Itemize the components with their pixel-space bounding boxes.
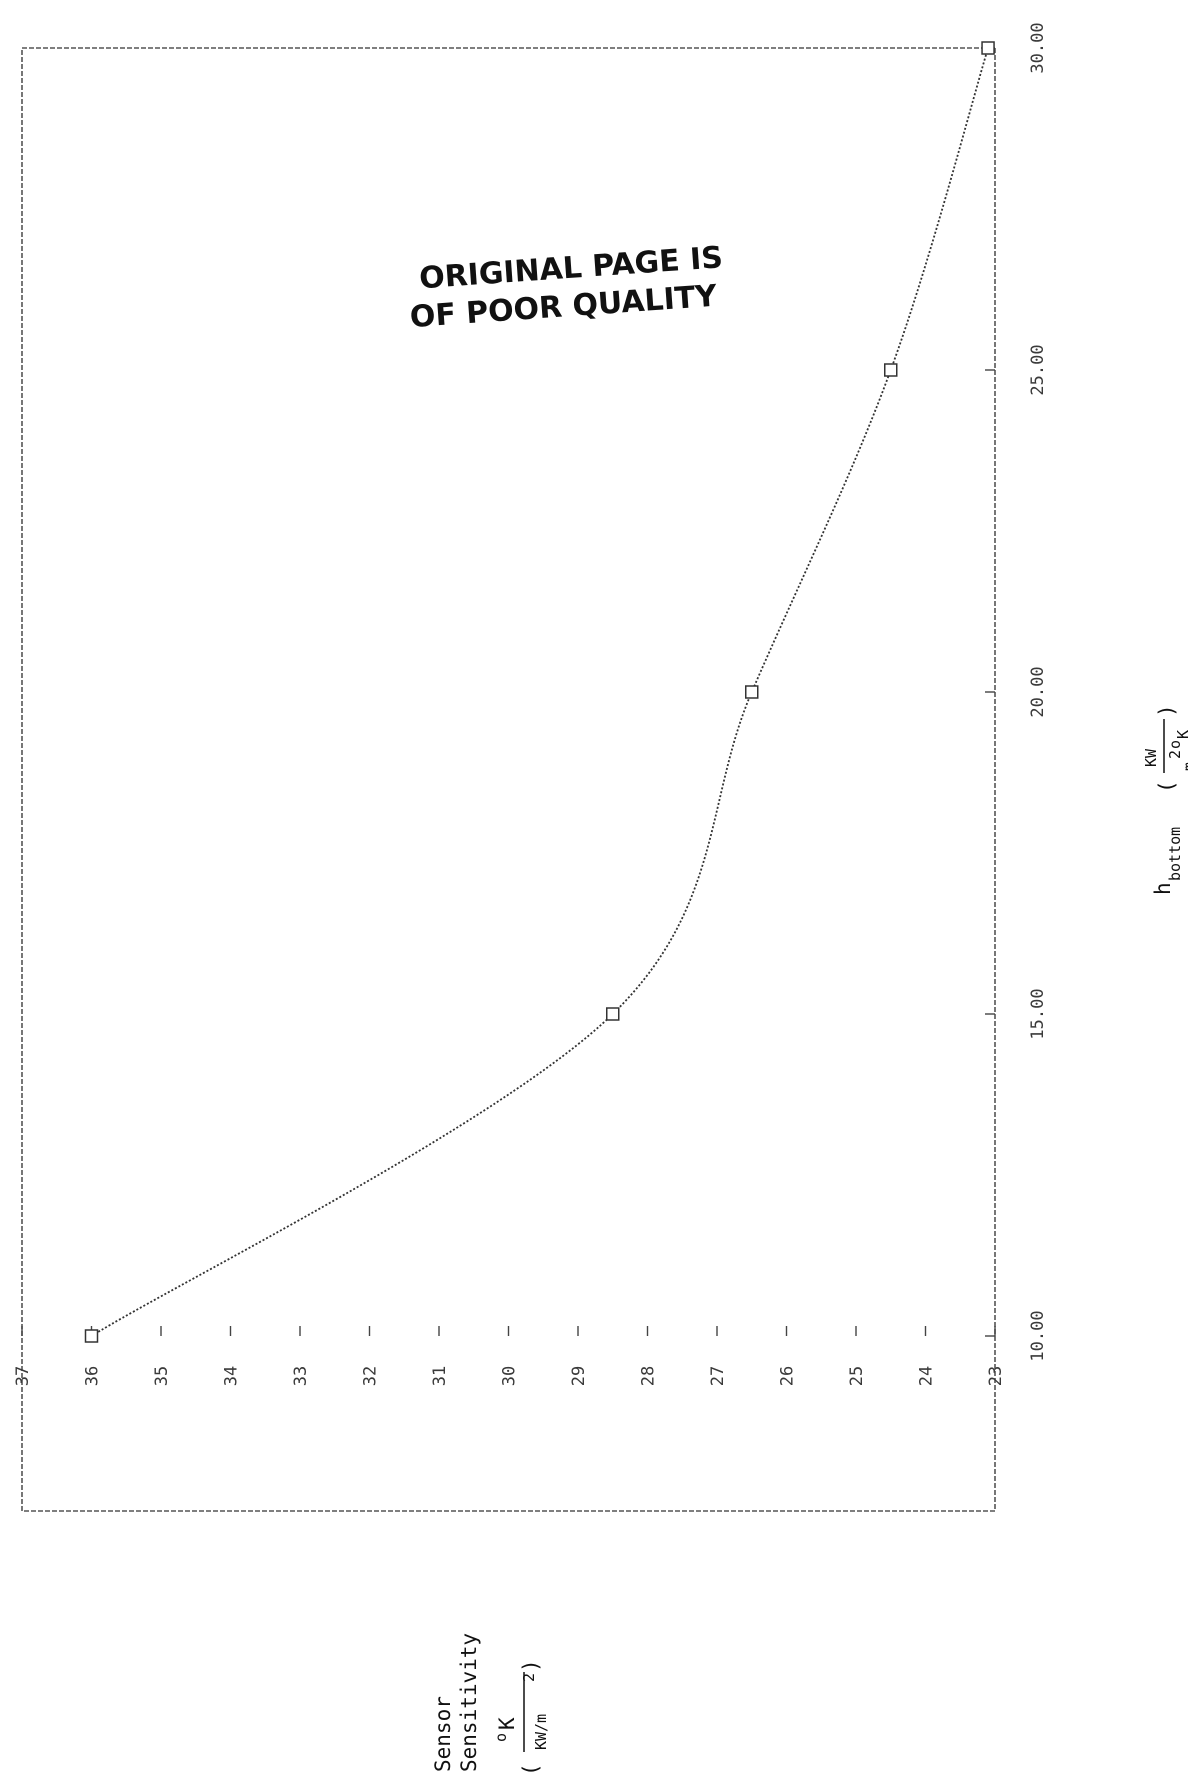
data-point-marker [745, 685, 759, 699]
x-unit-denominator-exp: 2 [1166, 750, 1184, 759]
y-unit-denominator: KW/m [532, 1714, 550, 1750]
data-point-marker [84, 1329, 99, 1343]
series-sensitivity [84, 41, 995, 1343]
x-unit-denominator-deg: o [1166, 740, 1184, 749]
x-unit-paren-left: ( [1155, 780, 1179, 793]
plot-frame [21, 47, 996, 1512]
data-point-marker [981, 41, 995, 55]
x-tick-label: 20.00 [1028, 666, 1048, 717]
y-unit-numerator-unit: K [495, 1717, 519, 1730]
x-axis-title: h bottom ( KW m 2 o K ) [1142, 704, 1188, 895]
y-axis-label-line-2: Sensitivity [457, 1633, 481, 1772]
data-point-marker [884, 363, 898, 377]
y-tick-label: 36 [83, 1366, 103, 1386]
y-tick-label: 24 [917, 1366, 937, 1386]
y-tick-label: 27 [708, 1366, 728, 1386]
y-axis-ticks: 37 36 35 34 33 32 31 30 29 28 27 26 25 24 23 [13, 1326, 1006, 1386]
y-unit-paren-left: ( [519, 1763, 543, 1775]
y-unit-numerator-deg: o [492, 1733, 510, 1742]
y-tick-label: 32 [361, 1366, 381, 1386]
x-unit-denominator-base: m [1180, 762, 1188, 771]
y-unit-paren-right: ) [519, 1659, 543, 1672]
y-tick-label: 26 [778, 1366, 798, 1386]
y-axis-title: Sensor Sensitivity ( o K KW/m 2 ) [431, 1633, 550, 1775]
y-tick-label: 35 [152, 1366, 172, 1386]
y-tick-label: 23 [986, 1366, 1006, 1386]
x-axis-label-subscript: bottom [1166, 827, 1184, 881]
x-unit-denominator-unit: K [1174, 730, 1188, 739]
x-axis-label: h [1151, 882, 1175, 895]
y-unit-denominator-exp: 2 [520, 1673, 538, 1682]
y-tick-label: 25 [847, 1366, 867, 1386]
y-tick-label: 33 [291, 1366, 311, 1386]
x-tick-label: 10.00 [1028, 1310, 1048, 1361]
x-tick-label: 15.00 [1028, 988, 1048, 1039]
x-unit-numerator: KW [1142, 748, 1160, 767]
y-axis-label-line-1: Sensor [431, 1696, 455, 1772]
x-unit-paren-right: ) [1155, 704, 1179, 717]
y-tick-label: 37 [13, 1366, 33, 1386]
y-tick-label: 34 [222, 1366, 242, 1386]
quality-stamp: ORIGINAL PAGE IS OF POOR QUALITY [409, 240, 724, 335]
y-tick-label: 28 [639, 1366, 659, 1386]
series-line [91, 47, 989, 1337]
y-tick-label: 29 [569, 1366, 589, 1386]
data-point-marker [606, 1007, 620, 1021]
x-tick-label: 30.00 [1028, 22, 1048, 73]
x-tick-label: 25.00 [1028, 344, 1048, 395]
y-tick-label: 30 [500, 1366, 520, 1386]
y-tick-label: 31 [430, 1366, 450, 1386]
